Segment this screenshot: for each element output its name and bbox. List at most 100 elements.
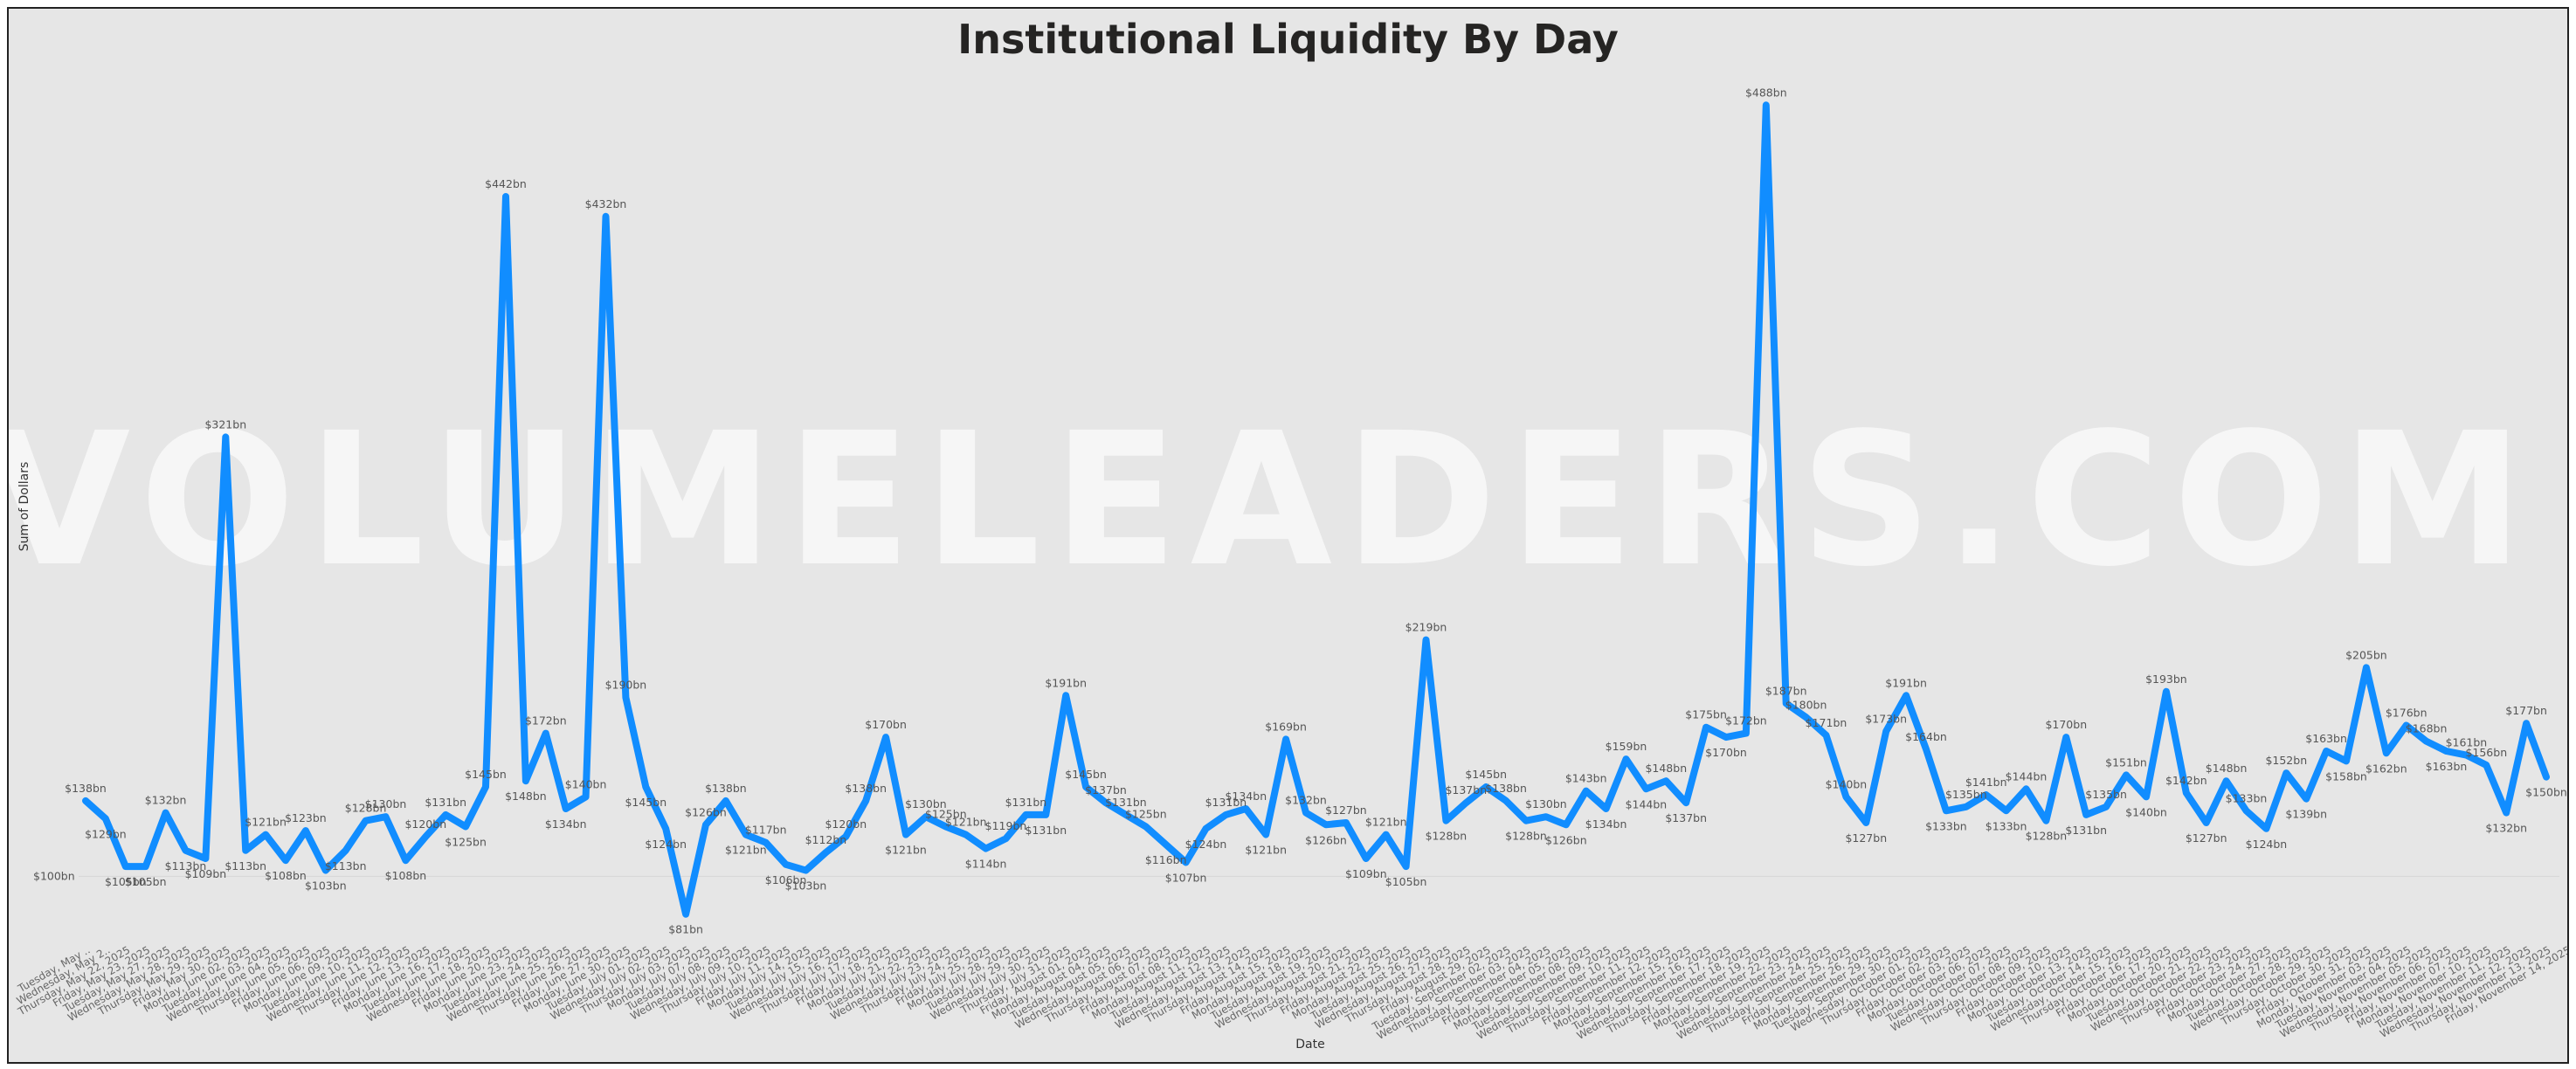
data-label: $124bn (2246, 838, 2288, 851)
data-label: $161bn (2446, 736, 2488, 749)
data-label: $134bn (1585, 817, 1627, 831)
data-label: $124bn (645, 838, 687, 851)
data-label: $126bn (685, 805, 727, 818)
data-label: $193bn (2145, 672, 2187, 686)
data-label: $140bn (2125, 805, 2167, 818)
data-label: $121bn (1365, 816, 1407, 829)
data-label: $145bn (1465, 768, 1507, 781)
data-label: $133bn (2226, 791, 2268, 804)
data-label: $105bn (105, 875, 147, 888)
data-label: $191bn (1045, 676, 1087, 689)
data-label: $150bn (2525, 786, 2567, 799)
data-label: $169bn (1265, 720, 1307, 733)
data-label: $159bn (1606, 740, 1647, 753)
data-label: $145bn (625, 796, 666, 809)
data-label: $145bn (465, 768, 507, 781)
data-label: $121bn (725, 844, 767, 857)
data-label: $108bn (265, 869, 307, 882)
data-label: $106bn (765, 873, 807, 886)
data-label: $138bn (705, 782, 747, 795)
data-label: $105bn (125, 875, 167, 888)
data-label: $125bn (1125, 808, 1167, 821)
data-label: $191bn (1885, 676, 1927, 689)
data-label: $132bn (1285, 794, 1327, 807)
data-label: $158bn (2325, 769, 2367, 783)
data-label: $190bn (605, 679, 647, 692)
data-label: $144bn (2006, 769, 2048, 783)
data-label: $109bn (1345, 867, 1387, 880)
data-label: $131bn (1005, 796, 1047, 809)
data-label: $176bn (2386, 707, 2428, 720)
data-label: $162bn (2365, 762, 2407, 775)
x-axis-title: Date (1295, 1038, 1324, 1052)
data-label: $488bn (1745, 86, 1787, 99)
data-label: $442bn (485, 177, 527, 190)
data-label: $126bn (1305, 833, 1347, 846)
data-label: $163bn (2426, 760, 2468, 773)
data-label: $127bn (1325, 803, 1367, 817)
y-axis-title: Sum of Dollars (17, 462, 31, 552)
data-label: $132bn (2485, 822, 2527, 835)
data-label: $113bn (224, 859, 266, 872)
series-line (82, 101, 2550, 918)
data-label: $139bn (2285, 808, 2327, 821)
data-label: $112bn (805, 833, 847, 846)
data-label: $432bn (585, 197, 627, 210)
data-label: $124bn (1185, 838, 1227, 851)
data-label: $119bn (985, 819, 1027, 832)
data-label: $116bn (1145, 853, 1187, 866)
data-label: $138bn (1485, 782, 1527, 795)
data-label: $143bn (1565, 772, 1607, 785)
data-label: $128bn (1426, 830, 1468, 843)
data-label: $121bn (885, 844, 927, 857)
data-label: $133bn (1986, 819, 2027, 832)
data-label: $135bn (2085, 788, 2127, 801)
data-label: $131bn (1025, 824, 1067, 837)
data-label: $170bn (865, 718, 907, 731)
data-label: $144bn (1626, 797, 1668, 810)
data-label: $121bn (1245, 844, 1287, 857)
data-label: $152bn (2265, 754, 2307, 767)
data-label: $129bn (85, 827, 127, 840)
data-label: $131bn (1105, 796, 1147, 809)
data-label: $126bn (1545, 833, 1587, 846)
data-label: $108bn (385, 869, 427, 882)
data-label: $137bn (1445, 783, 1487, 797)
data-label: $172bn (1725, 714, 1767, 728)
data-label: $130bn (365, 797, 407, 810)
data-label: $125bn (925, 808, 967, 821)
data-label: $128bn (1505, 830, 1547, 843)
data-label: $134bn (545, 817, 587, 831)
data-label: $113bn (325, 859, 367, 872)
reference-line-label: $100bn (33, 869, 75, 882)
data-label: $131bn (2065, 824, 2107, 837)
data-label: $114bn (965, 858, 1007, 871)
data-label: $168bn (2406, 722, 2448, 735)
data-labels: $138bn $129bn $105bn$105bn $132bn $113bn $109… (65, 86, 2567, 935)
data-label: $134bn (1225, 790, 1267, 803)
data-label: $133bn (1925, 819, 1967, 832)
data-label: $180bn (1785, 698, 1827, 711)
data-label: $137bn (1665, 811, 1707, 824)
chart-title: Institutional Liquidity By Day (957, 16, 1619, 63)
data-label: $187bn (1765, 684, 1807, 697)
data-label: $120bn (825, 817, 867, 831)
data-label: $127bn (2186, 831, 2227, 845)
data-label: $138bn (845, 782, 887, 795)
data-label: $164bn (1905, 730, 1947, 743)
data-label: $128bn (345, 802, 387, 815)
x-axis-ticks: Tuesday, May ..Wednesday, May 2..Thursda… (15, 943, 2567, 1041)
data-label: $142bn (2165, 774, 2207, 787)
data-label: $120bn (404, 817, 446, 831)
data-label: $127bn (1845, 831, 1887, 845)
watermark-text: VOLUMELEADERS.COM (9, 393, 2536, 607)
data-label: $171bn (1806, 716, 1847, 729)
data-label: $130bn (1525, 797, 1567, 810)
data-label: $141bn (1965, 776, 2007, 789)
data-label: $113bn (165, 859, 207, 872)
data-label: $123bn (285, 811, 327, 824)
data-label: $128bn (2026, 830, 2068, 843)
data-label: $175bn (1685, 708, 1727, 721)
data-label: $148bn (505, 790, 547, 803)
data-label: $219bn (1405, 621, 1447, 634)
